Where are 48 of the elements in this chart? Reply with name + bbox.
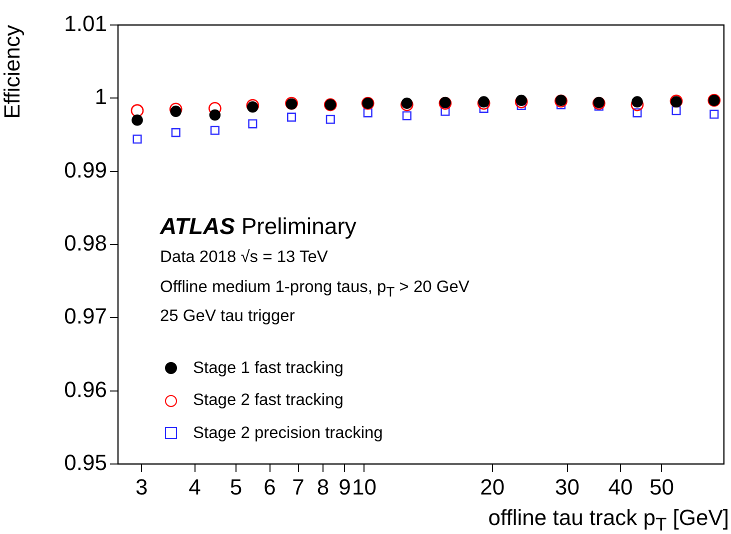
y-tick-label: 0.97	[64, 304, 107, 329]
point	[401, 98, 413, 109]
x-tick-label: 50	[649, 474, 674, 500]
y-tick-label: 0.98	[64, 230, 107, 256]
point	[632, 108, 642, 118]
x-tick-label: 3	[136, 474, 148, 500]
x-axis-title: offline tau track p$_{T}$ [GeV]	[488, 505, 729, 534]
y-tick-label: 0.96	[64, 376, 107, 402]
point	[710, 110, 719, 119]
point	[478, 96, 490, 108]
y-axis-title: Efficiency	[0, 25, 24, 119]
point	[402, 111, 412, 120]
annotation: Offline medium 1-prong taus, p$_{T}$ > 20 GeV	[160, 278, 470, 301]
point	[132, 114, 143, 126]
point	[400, 98, 414, 112]
x-tick-label: 40	[608, 474, 633, 500]
point	[632, 96, 643, 108]
x-tick-label: 5	[230, 474, 242, 500]
annotation: 25 GeV tau trigger	[160, 307, 296, 327]
point	[363, 108, 372, 118]
x-tick-label: 30	[555, 474, 580, 500]
y-tick-label: 0.95	[64, 450, 107, 476]
point	[672, 106, 681, 116]
x-tick-label: 6	[264, 474, 276, 500]
legend-label: Stage 2 precision tracking	[193, 424, 383, 443]
point	[130, 104, 144, 118]
annotation: ATLAS Preliminary	[160, 213, 358, 240]
y-tick-label: 0.99	[64, 157, 107, 182]
point	[286, 112, 296, 122]
x-tick-label: 4	[188, 474, 201, 500]
x-tick-label: 10	[352, 474, 376, 500]
point	[210, 126, 220, 135]
point	[326, 114, 335, 124]
x-tick-label: 8	[316, 474, 330, 500]
annotation: Data 2018 √s = 13 TeV	[160, 248, 329, 268]
y-tick-label: 1.01	[64, 11, 107, 36]
point	[171, 128, 180, 138]
x-tick-label: 9	[338, 474, 351, 500]
point	[248, 119, 258, 128]
y-tick-label: 1	[94, 84, 107, 110]
point	[170, 106, 182, 117]
legend-label: Stage 2 fast tracking	[193, 391, 344, 410]
x-tick-label: 7	[292, 474, 304, 500]
point	[209, 109, 221, 121]
point	[440, 106, 450, 116]
x-tick-label: 20	[480, 474, 505, 500]
point	[132, 134, 142, 144]
legend-label: Stage 1 fast tracking	[193, 358, 344, 378]
